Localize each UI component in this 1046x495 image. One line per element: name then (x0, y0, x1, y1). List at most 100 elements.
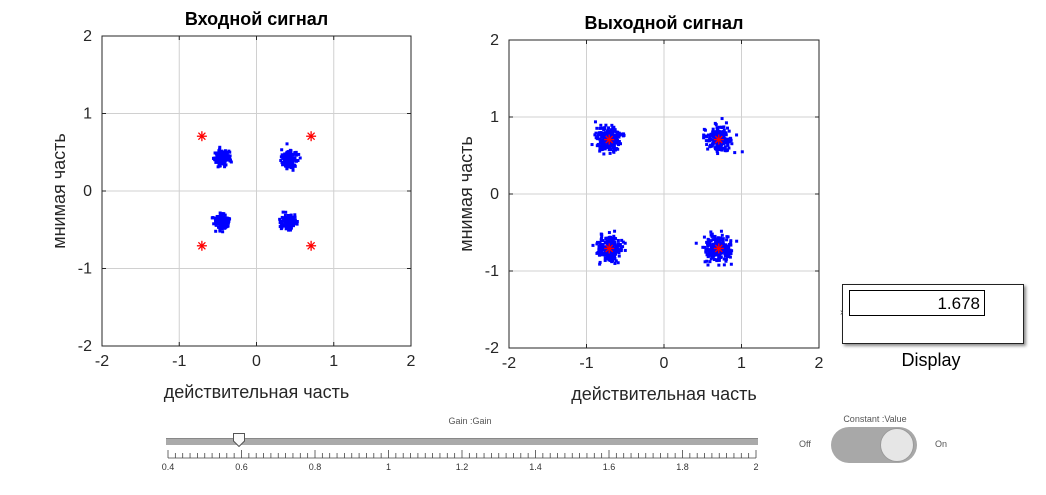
display-block: › 1.678 (840, 284, 1024, 344)
scatter-point (606, 257, 610, 261)
scatter-point (617, 242, 621, 246)
constant-toggle-switch[interactable] (831, 427, 917, 463)
scatter-point (599, 237, 603, 241)
scatter-point (595, 126, 599, 130)
scatter-point (722, 263, 726, 267)
scatter-point (227, 219, 231, 223)
scatter-point (708, 260, 712, 264)
scatter-point (694, 241, 698, 245)
scatter-point (702, 136, 706, 140)
scatter-point (718, 236, 722, 240)
y-tick-label: -1 (485, 263, 499, 280)
scatter-point (598, 147, 602, 151)
scatter-point (609, 241, 613, 245)
scatter-point (214, 221, 218, 225)
scatter-point (604, 249, 608, 253)
scatter-point (720, 148, 724, 152)
scatter-point (288, 148, 292, 152)
gain-slider-track[interactable] (166, 438, 758, 445)
scatter-point (616, 244, 620, 248)
scatter-point (225, 150, 229, 154)
slider-tick-label: 0.4 (162, 462, 175, 472)
scatter-point (286, 220, 290, 224)
scatter-point (617, 254, 621, 258)
scatter-point (606, 240, 610, 244)
scatter-point (278, 217, 282, 221)
scatter-point (597, 244, 601, 248)
scatter-point (715, 149, 719, 153)
scatter-point (283, 220, 287, 224)
scatter-point (296, 159, 300, 163)
y-axis-label: мнимая часть (49, 133, 69, 249)
scatter-point (714, 136, 718, 140)
scatter-point (280, 226, 284, 230)
scatter-point (713, 146, 717, 150)
slider-tick-label: 0.6 (235, 462, 248, 472)
scatter-point (606, 236, 610, 240)
gain-slider-thumb[interactable] (233, 433, 245, 447)
scatter-point (720, 237, 724, 241)
x-tick-label: 1 (737, 355, 746, 372)
scatter-point (713, 130, 717, 134)
scatter-point (702, 133, 706, 137)
scatter-point (598, 141, 602, 145)
scatter-point (226, 224, 230, 228)
scatter-point (212, 156, 216, 160)
scatter-point (605, 251, 609, 255)
display-label: Display (901, 350, 961, 370)
scatter-point (281, 156, 285, 160)
switch-on-label: On (935, 439, 948, 449)
scatter-point (725, 238, 729, 242)
scatter-point (222, 153, 226, 157)
scatter-point (220, 158, 224, 162)
scatter-point (604, 237, 608, 241)
scatter-point (598, 149, 602, 153)
scatter-point (711, 127, 715, 131)
scatter-point (706, 244, 710, 248)
scatter-point (715, 250, 719, 254)
scatter-point (707, 240, 711, 244)
reference-star-marker (713, 134, 724, 145)
slider-tick-label: 1.2 (456, 462, 469, 472)
scatter-point (610, 238, 614, 242)
scatter-point (292, 152, 296, 156)
scatter-point (598, 260, 602, 264)
data-points (590, 117, 744, 267)
scatter-point (705, 253, 709, 257)
scatter-point (602, 144, 606, 148)
scatter-point (724, 259, 728, 263)
scatter-point (718, 253, 722, 257)
scatter-point (716, 239, 720, 243)
scatter-point (715, 139, 719, 143)
scatter-point (223, 165, 227, 169)
scatter-point (608, 151, 612, 155)
scatter-point (726, 140, 730, 144)
scatter-point (224, 153, 228, 157)
scatter-point (716, 152, 720, 156)
scatter-point (612, 242, 616, 246)
scatter-point (291, 157, 295, 161)
scatter-point (219, 149, 223, 153)
toggle-knob[interactable] (880, 428, 914, 462)
scatter-point (702, 127, 706, 131)
scatter-point (617, 251, 621, 255)
scatter-point (611, 145, 615, 149)
scatter-point (613, 261, 617, 265)
scatter-point (293, 213, 297, 217)
slider-title: Gain :Gain (448, 416, 492, 426)
scatter-point (216, 215, 220, 219)
scatter-point (722, 250, 726, 254)
scatter-point (602, 248, 606, 252)
scatter-point (288, 154, 292, 158)
scatter-point (610, 123, 614, 127)
scatter-point (611, 143, 615, 147)
scatter-point (727, 146, 731, 150)
scatter-point (229, 160, 233, 164)
scatter-point (224, 163, 228, 167)
scatter-point (278, 225, 282, 229)
scatter-point (714, 123, 718, 127)
y-tick-label: -2 (485, 340, 499, 357)
scatter-point (726, 244, 730, 248)
scatter-point (212, 222, 216, 226)
